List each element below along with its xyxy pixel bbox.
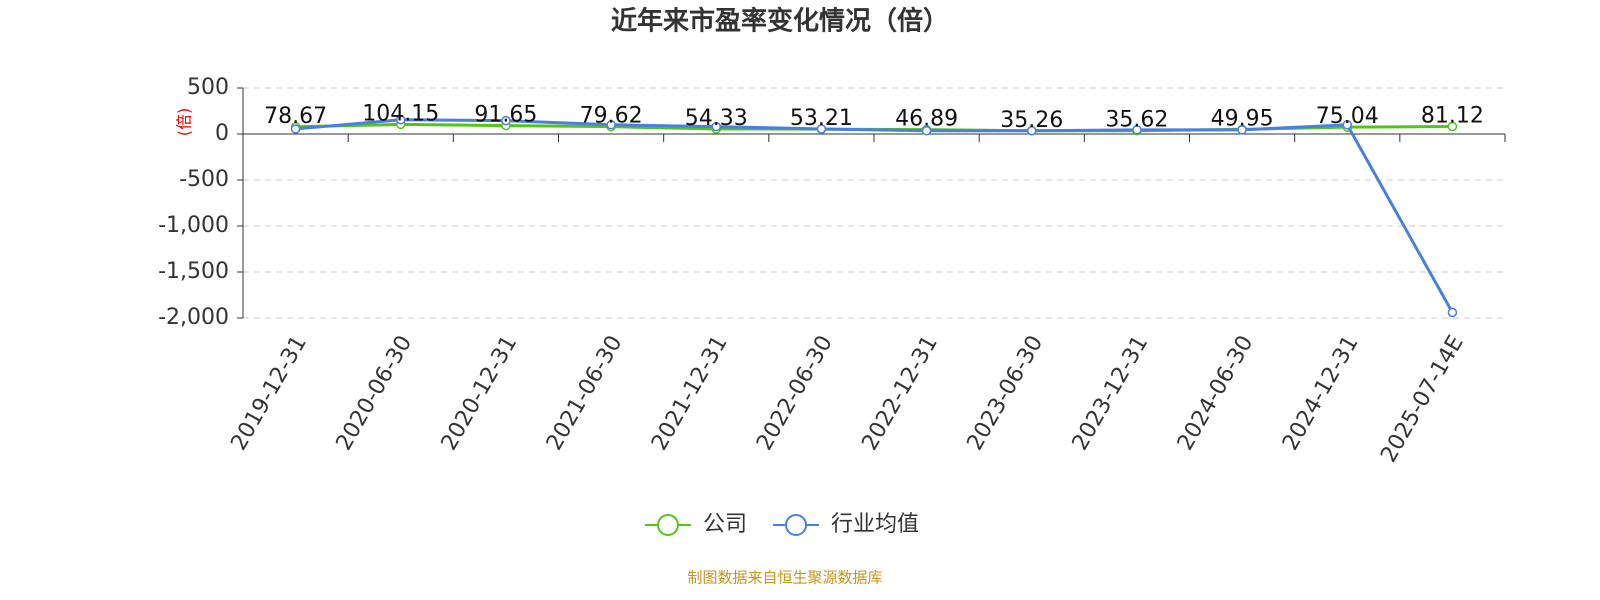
data-point: [501, 115, 511, 126]
y-axis-label: (倍): [175, 108, 194, 137]
x-tick-label: 2025-07-14E: [1376, 332, 1469, 467]
legend-marker: [657, 514, 679, 536]
data-point: [396, 114, 406, 125]
data-point: [1447, 121, 1458, 132]
data-label: 78.67: [264, 104, 327, 129]
data-point: [606, 120, 616, 130]
y-tick-label: -1,000: [158, 213, 229, 238]
data-point: [921, 126, 932, 136]
data-label: 75.04: [1316, 104, 1379, 129]
x-tick-label: 2023-06-30: [963, 332, 1049, 455]
source-note: 制图数据来自恒生聚源数据库: [687, 569, 882, 587]
data-label: 35.62: [1105, 108, 1168, 133]
legend-marker: [785, 514, 808, 536]
x-tick-label: 2022-06-30: [752, 332, 838, 455]
data-point: [816, 124, 827, 134]
data-point: [711, 121, 721, 132]
data-point: [1237, 125, 1247, 135]
x-tick-label: 2020-06-30: [332, 332, 418, 455]
x-tick-label: 2022-12-31: [857, 332, 943, 455]
y-tick-label: -1,500: [158, 259, 229, 284]
data-label: 35.26: [1000, 108, 1063, 133]
x-tick-label: 2021-06-30: [542, 332, 628, 455]
data-label: 104.15: [362, 101, 439, 126]
y-tick-label: 500: [187, 75, 229, 100]
data-label: 49.95: [1211, 106, 1274, 131]
x-tick-label: 2023-12-31: [1068, 332, 1154, 455]
x-tick-label: 2024-12-31: [1278, 332, 1364, 455]
x-tick-label: 2019-12-31: [226, 332, 312, 455]
legend-label: 行业均值: [831, 512, 919, 537]
data-point: [1342, 120, 1352, 130]
x-tick-label: 2020-12-31: [437, 332, 523, 455]
data-point: [1447, 307, 1458, 318]
data-label: 81.12: [1421, 104, 1484, 129]
data-label: 79.62: [580, 104, 643, 129]
y-tick-label: 0: [215, 121, 229, 146]
data-point: [290, 124, 301, 134]
legend-label: 公司: [703, 512, 747, 537]
data-point: [1132, 125, 1142, 135]
x-tick-label: 2021-12-31: [647, 332, 733, 455]
data-label: 53.21: [790, 106, 853, 131]
x-tick-label: 2024-06-30: [1173, 332, 1259, 455]
data-point: [1027, 126, 1037, 136]
series-line: [295, 118, 1454, 314]
data-label: 91.65: [474, 103, 537, 128]
data-label: 54.33: [685, 106, 748, 131]
data-label: 46.89: [895, 107, 958, 132]
y-tick-label: -2,000: [158, 305, 229, 330]
chart-title: 近年来市盈率变化情况（倍）: [611, 6, 949, 37]
y-tick-label: -500: [179, 167, 229, 192]
